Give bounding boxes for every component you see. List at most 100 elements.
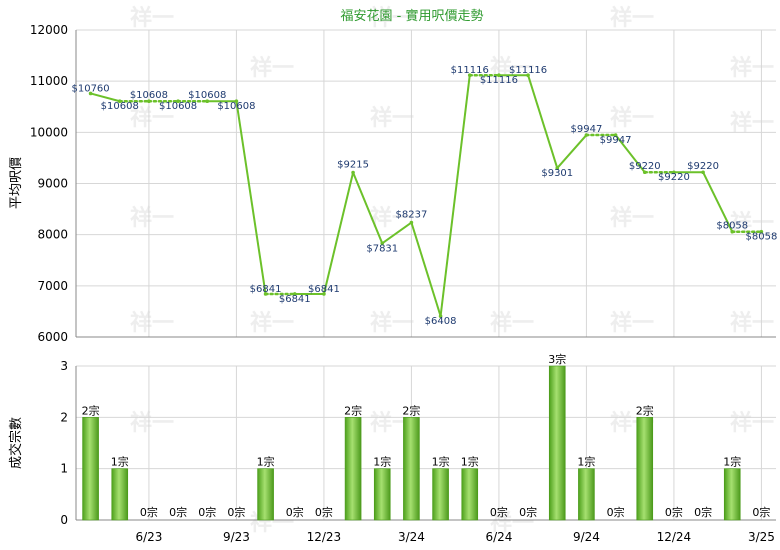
price-point bbox=[263, 292, 268, 296]
price-point bbox=[438, 314, 443, 318]
price-line-segment bbox=[235, 101, 267, 295]
price-point-label: $9220 bbox=[658, 172, 690, 183]
price-point bbox=[88, 91, 93, 96]
count-bar-label: 2宗 bbox=[82, 403, 100, 417]
price-line-segment bbox=[556, 134, 588, 169]
count-axis-title: 成交宗數 bbox=[8, 417, 24, 469]
price-point bbox=[555, 166, 560, 170]
count-bar-label: 2宗 bbox=[344, 403, 362, 417]
price-point bbox=[730, 229, 735, 234]
watermark-text: 祥一 bbox=[130, 105, 174, 131]
price-point bbox=[672, 170, 676, 175]
price-line-segment bbox=[439, 75, 471, 317]
x-tick-label: 3/25 bbox=[748, 530, 775, 544]
price-point-label: $9947 bbox=[571, 124, 603, 135]
price-point-label: $10608 bbox=[159, 101, 197, 112]
count-bar-label: 0宗 bbox=[286, 505, 304, 519]
count-bar bbox=[578, 468, 595, 521]
price-point-label: $10760 bbox=[71, 83, 109, 94]
x-tick-label: 9/23 bbox=[223, 530, 250, 544]
price-line-segment bbox=[614, 134, 646, 173]
price-axis-title: 平均呎價 bbox=[9, 157, 24, 209]
price-point-label: $10608 bbox=[217, 101, 255, 112]
count-tick-label: 1 bbox=[60, 462, 68, 476]
price-point-label: $8237 bbox=[396, 210, 428, 221]
price-point-label: $9947 bbox=[600, 135, 632, 146]
price-point-label: $6841 bbox=[279, 294, 311, 305]
price-point-label: $11116 bbox=[480, 75, 518, 86]
count-tick-label: 0 bbox=[60, 513, 68, 527]
price-point-label: $10608 bbox=[130, 90, 168, 101]
price-tick-label: 9000 bbox=[37, 177, 68, 191]
watermark-text: 祥一 bbox=[370, 105, 414, 131]
price-point bbox=[467, 73, 472, 78]
count-bar bbox=[82, 417, 99, 521]
count-bar-label: 0宗 bbox=[694, 505, 712, 519]
price-point bbox=[322, 292, 326, 296]
price-line-segment bbox=[90, 92, 121, 103]
watermark-text: 祥一 bbox=[610, 310, 654, 336]
price-point bbox=[292, 292, 297, 296]
watermark-text: 祥一 bbox=[370, 5, 414, 31]
count-bar-label: 0宗 bbox=[490, 505, 508, 519]
price-line-segment bbox=[410, 222, 442, 317]
price-point-label: $6408 bbox=[425, 316, 457, 327]
watermark-text: 祥一 bbox=[730, 410, 774, 436]
price-point bbox=[613, 133, 618, 137]
count-bar bbox=[461, 468, 479, 521]
price-point-label: $10608 bbox=[188, 90, 226, 101]
count-bar bbox=[257, 468, 274, 521]
price-point-label: $10608 bbox=[101, 101, 139, 112]
price-point bbox=[205, 99, 210, 104]
x-tick-label: 12/24 bbox=[657, 530, 692, 544]
count-bar-label: 3宗 bbox=[548, 352, 566, 366]
watermark-text: 祥一 bbox=[610, 105, 654, 131]
price-point bbox=[234, 99, 239, 104]
count-bar-label: 1宗 bbox=[373, 455, 391, 469]
watermark-text: 祥一 bbox=[730, 55, 774, 81]
count-bar bbox=[548, 365, 566, 521]
price-point bbox=[147, 99, 151, 104]
price-tick-label: 8000 bbox=[37, 228, 68, 242]
price-point bbox=[584, 133, 589, 137]
price-point bbox=[759, 229, 764, 234]
count-bar-label: 1宗 bbox=[111, 455, 129, 469]
price-point-label: $9220 bbox=[629, 161, 661, 172]
watermark-text: 祥一 bbox=[130, 205, 174, 231]
price-tick-label: 10000 bbox=[30, 125, 68, 139]
price-point-label: $8058 bbox=[746, 232, 778, 243]
count-bar-label: 2宗 bbox=[402, 403, 420, 417]
price-line-segment bbox=[702, 171, 734, 233]
price-point-label: $9215 bbox=[337, 159, 369, 170]
price-line-segment bbox=[352, 172, 384, 244]
price-point-label: $8058 bbox=[716, 221, 748, 232]
count-bar-label: 0宗 bbox=[198, 505, 216, 519]
price-point bbox=[351, 170, 355, 175]
price-point bbox=[176, 99, 180, 104]
count-bar-label: 0宗 bbox=[665, 505, 683, 519]
watermark-text: 祥一 bbox=[130, 5, 174, 31]
watermark-text: 祥一 bbox=[610, 205, 654, 231]
count-bar bbox=[403, 417, 420, 521]
count-bar-label: 0宗 bbox=[140, 505, 158, 519]
watermark-text: 祥一 bbox=[490, 310, 534, 336]
x-tick-label: 12/23 bbox=[307, 530, 342, 544]
line-layer bbox=[88, 73, 764, 318]
watermark-text: 祥一 bbox=[250, 310, 294, 336]
chart-title: 福安花園 - 實用呎價走勢 bbox=[341, 8, 484, 24]
label-layer: 2宗 1宗 0宗 0宗 0宗 0宗 1宗 0宗 0宗 2宗 1宗 2宗 1宗 1宗 0宗 0宗 3宗 1宗 0宗 2宗… bbox=[71, 65, 777, 519]
price-point-label: $11116 bbox=[451, 65, 489, 76]
x-tick-label: 6/24 bbox=[485, 530, 512, 544]
count-tick-label: 2 bbox=[60, 410, 68, 424]
price-point bbox=[409, 220, 414, 225]
watermark-text: 祥一 bbox=[250, 55, 294, 81]
bar-layer bbox=[82, 365, 741, 521]
price-point bbox=[642, 170, 647, 175]
price-point bbox=[380, 241, 385, 246]
price-line-segment bbox=[322, 172, 355, 295]
price-tick-label: 11000 bbox=[30, 74, 68, 88]
watermark-text: 祥一 bbox=[130, 410, 174, 436]
price-tick-label: 7000 bbox=[37, 279, 68, 293]
